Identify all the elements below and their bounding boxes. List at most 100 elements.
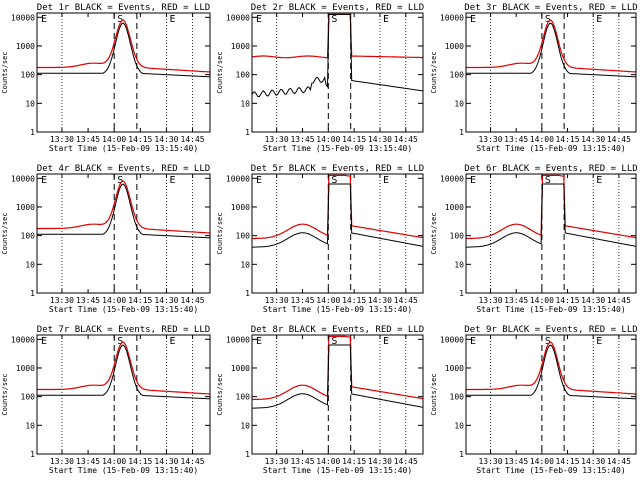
y-tick-label: 10 — [240, 421, 250, 430]
x-tick-label: 13:30 — [50, 296, 74, 305]
x-tick-label: 14:30 — [581, 296, 605, 305]
x-axis-label: Start Time (15-Feb-09 13:15:40) — [263, 144, 412, 153]
y-tick-label: 1 — [459, 128, 464, 137]
x-tick-label: 14:00 — [530, 457, 554, 466]
y-tick-label: 10 — [25, 99, 35, 108]
x-tick-label: 14:30 — [368, 457, 392, 466]
series-lld-line — [466, 19, 637, 73]
y-tick-label: 10 — [454, 260, 464, 269]
x-tick-label: 13:30 — [265, 296, 289, 305]
series-lld-line — [37, 180, 211, 234]
marker-letter: S — [117, 175, 123, 186]
marker-letter: E — [470, 175, 476, 186]
y-tick-label: 10 — [25, 260, 35, 269]
plot-frame — [36, 173, 211, 294]
y-tick-label: 1000 — [445, 203, 464, 212]
chart-title: Det 1r BLACK = Events, RED = LLD — [37, 3, 210, 13]
x-tick-label: 14:00 — [102, 296, 126, 305]
x-tick-label: 13:45 — [504, 135, 528, 144]
y-tick-label: 10000 — [440, 13, 464, 22]
x-tick-label: 14:15 — [555, 457, 579, 466]
series-events-line — [251, 13, 424, 98]
x-tick-label: 13:30 — [478, 296, 502, 305]
y-tick-label: 10 — [240, 260, 250, 269]
marker-letter: S — [117, 336, 123, 347]
x-axis-label: Start Time (15-Feb-09 13:15:40) — [263, 466, 412, 475]
plot-frame — [251, 173, 424, 294]
x-tick-label: 14:15 — [555, 296, 579, 305]
x-tick-label: 14:45 — [394, 135, 418, 144]
series-events-line — [252, 344, 424, 409]
x-tick-label: 14:30 — [154, 296, 178, 305]
y-tick-label: 1 — [30, 289, 35, 298]
x-tick-label: 14:45 — [607, 296, 631, 305]
x-tick-label: 14:15 — [128, 457, 152, 466]
x-tick-label: 14:45 — [607, 457, 631, 466]
x-tick-label: 14:45 — [394, 457, 418, 466]
series-lld-line — [251, 13, 423, 59]
x-tick-label: 13:45 — [76, 296, 100, 305]
chart-title: Det 6r BLACK = Events, RED = LLD — [464, 164, 637, 174]
marker-letter: E — [256, 175, 262, 186]
plot-frame — [465, 12, 637, 133]
x-tick-label: 14:00 — [102, 457, 126, 466]
x-tick-label: 14:15 — [128, 135, 152, 144]
y-tick-label: 1 — [245, 289, 250, 298]
y-tick-label: 1000 — [16, 364, 35, 373]
y-tick-label: 1000 — [445, 42, 464, 51]
series-events-line — [37, 183, 210, 239]
marker-letter: E — [41, 336, 47, 347]
series-events-line — [37, 22, 210, 78]
marker-letter: E — [596, 14, 602, 25]
y-tick-label: 10 — [25, 421, 35, 430]
y-tick-label: 10 — [454, 421, 464, 430]
series-events-line — [37, 344, 210, 400]
y-tick-label: 100 — [450, 393, 465, 402]
x-tick-label: 13:30 — [265, 457, 289, 466]
y-tick-label: 1000 — [445, 364, 464, 373]
series-events-line — [252, 183, 424, 248]
x-tick-label: 14:30 — [581, 457, 605, 466]
x-tick-label: 14:15 — [128, 296, 152, 305]
plot-frame — [251, 12, 424, 133]
y-tick-label: 1 — [459, 289, 464, 298]
x-tick-label: 14:15 — [555, 135, 579, 144]
x-axis-label: Start Time (15-Feb-09 13:15:40) — [263, 305, 412, 314]
x-axis-label: Start Time (15-Feb-09 13:15:40) — [476, 144, 625, 153]
series-lld-line — [37, 341, 211, 395]
series-lld-line — [37, 19, 211, 73]
x-tick-label: 14:00 — [102, 135, 126, 144]
plot-frame — [465, 173, 637, 294]
y-axis-label: Counts/sec — [216, 212, 224, 254]
x-tick-label: 13:45 — [76, 457, 100, 466]
series-events-line — [466, 22, 636, 78]
marker-letter: E — [383, 14, 389, 25]
marker-letter: E — [169, 175, 175, 186]
chart-title: Det 5r BLACK = Events, RED = LLD — [251, 164, 424, 174]
y-tick-label: 1 — [245, 450, 250, 459]
series-lld-line — [466, 341, 637, 395]
y-tick-label: 10000 — [440, 174, 464, 183]
chart-title: Det 2r BLACK = Events, RED = LLD — [251, 3, 424, 13]
x-tick-label: 14:45 — [181, 457, 205, 466]
plot-frame — [465, 334, 637, 455]
y-tick-label: 1000 — [231, 364, 250, 373]
x-axis-label: Start Time (15-Feb-09 13:15:40) — [49, 305, 198, 314]
x-tick-label: 14:30 — [368, 135, 392, 144]
x-tick-label: 14:00 — [316, 296, 340, 305]
series-events-line — [466, 183, 637, 248]
y-tick-label: 1 — [30, 450, 35, 459]
x-tick-label: 14:15 — [342, 135, 366, 144]
x-axis-label: Start Time (15-Feb-09 13:15:40) — [49, 144, 198, 153]
marker-letter: E — [256, 336, 262, 347]
series-lld-line — [252, 174, 424, 240]
y-tick-label: 10000 — [226, 335, 250, 344]
marker-letter: S — [331, 175, 337, 186]
marker-letter: S — [545, 175, 551, 186]
y-tick-label: 1000 — [231, 42, 250, 51]
y-tick-label: 10 — [240, 99, 250, 108]
x-tick-label: 13:30 — [478, 457, 502, 466]
